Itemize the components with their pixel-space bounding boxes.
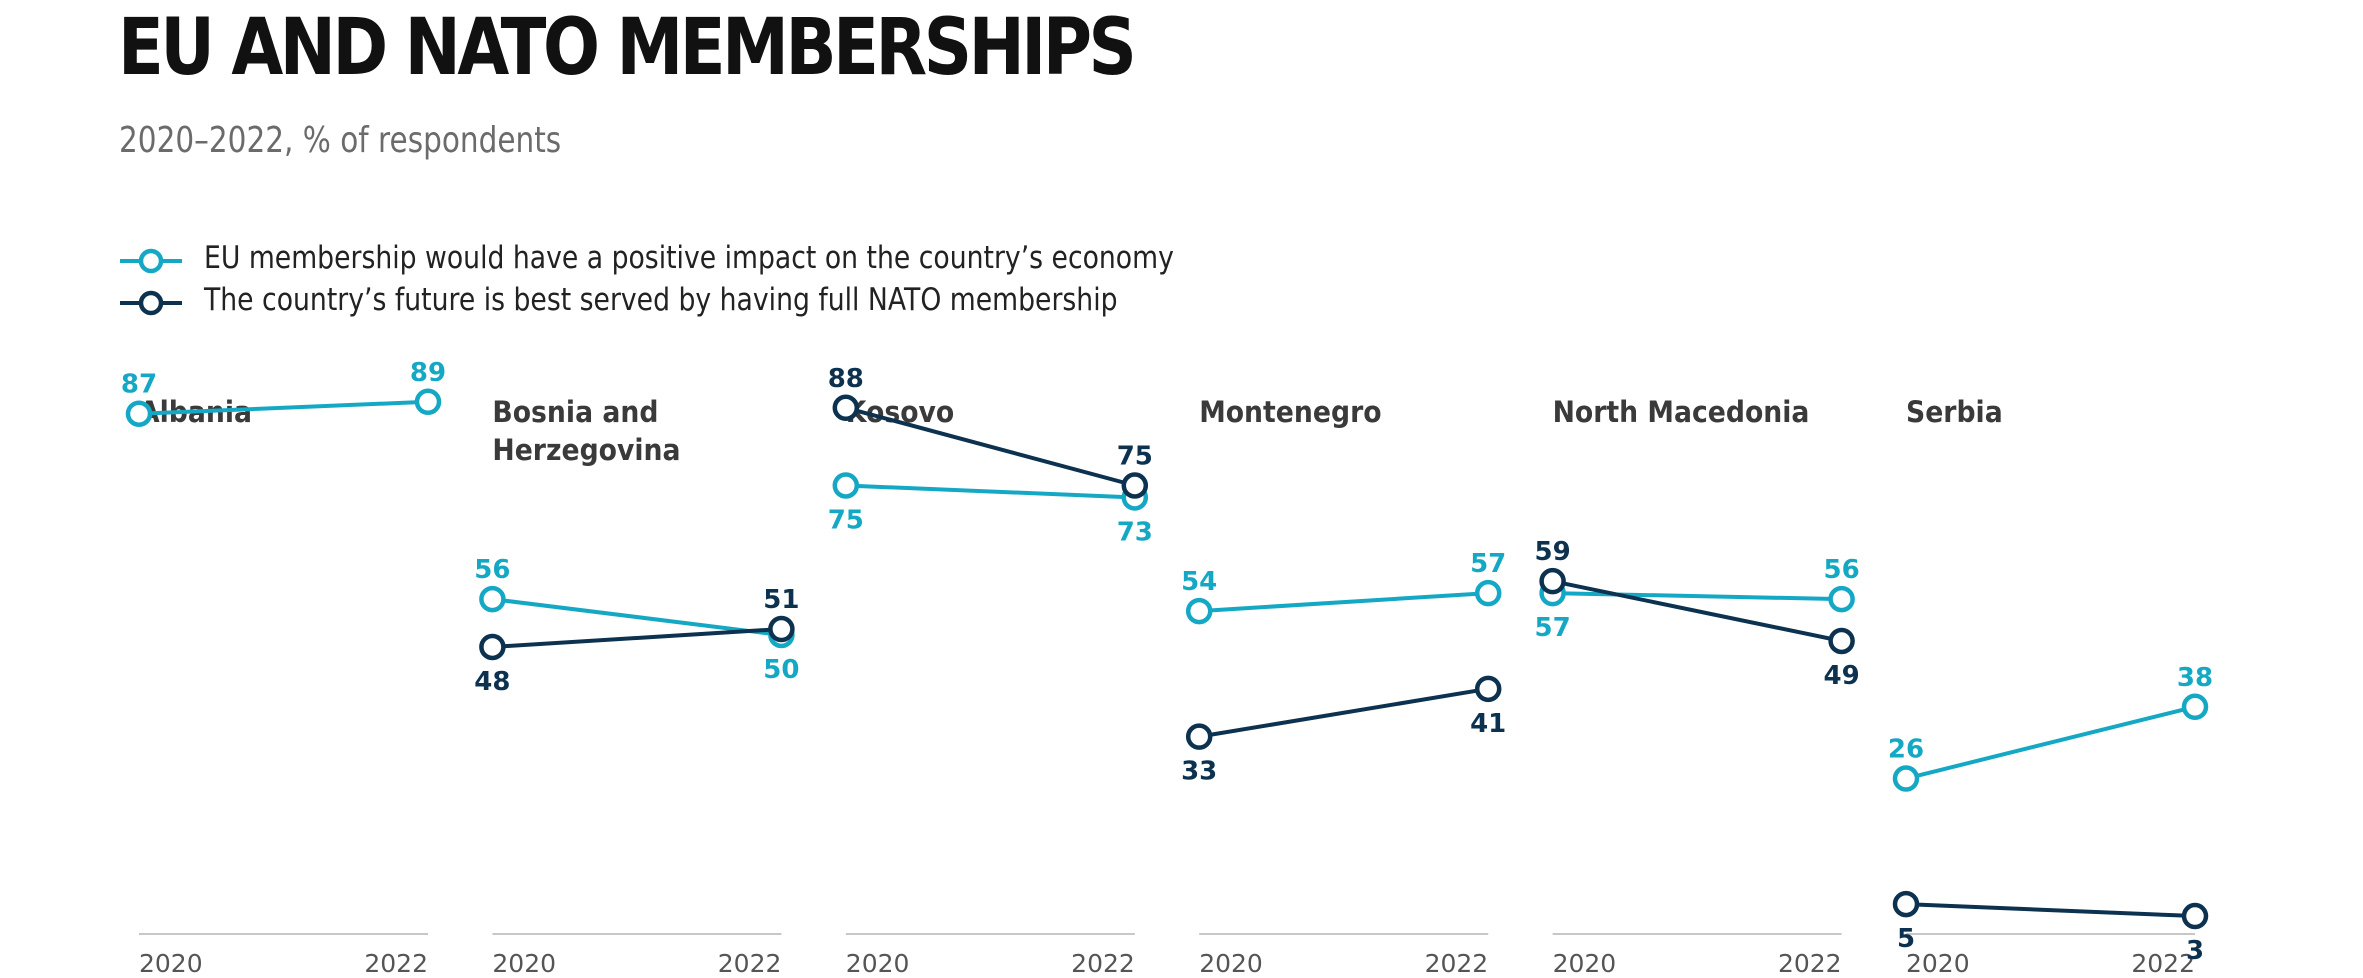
- panel-north-macedonia: North Macedonia 2020 2022 57 56 59 49: [1535, 395, 1860, 978]
- eu-point-2022: [414, 388, 442, 416]
- panel-title: Bosnia and Herzegovina: [492, 395, 680, 467]
- nato-series-line: [1198, 686, 1489, 739]
- eu-series-line: [138, 399, 429, 416]
- x-tick-label: 2020: [846, 949, 910, 978]
- nato-series-line: [1905, 902, 2196, 919]
- nato-data-label: 48: [474, 667, 510, 697]
- eu-data-label: 26: [1888, 735, 1924, 765]
- eu-point-2020: [479, 585, 506, 613]
- eu-data-label: 75: [828, 506, 864, 536]
- nato-data-label: 59: [1535, 537, 1571, 567]
- legend-eu-marker-icon: [120, 248, 182, 274]
- x-tick-label: 2022: [1778, 949, 1842, 978]
- nato-point-2020: [1185, 723, 1213, 750]
- legend-nato-marker-icon: [120, 290, 182, 316]
- panel-title: North Macedonia: [1553, 395, 1810, 429]
- eu-point-2022: [2181, 693, 2209, 721]
- nato-data-label: 88: [828, 364, 864, 394]
- chart-title: EU AND NATO MEMBERSHIPS: [118, 3, 1137, 93]
- nato-series-line: [492, 627, 782, 649]
- eu-point-2020: [125, 400, 153, 427]
- nato-data-label: 51: [763, 585, 799, 615]
- panel-montenegro: Montenegro 2020 2022 54 57 33 41: [1181, 395, 1506, 978]
- legend-label-eu: EU membership would have a positive impa…: [204, 240, 1174, 276]
- eu-series-line: [1552, 591, 1842, 602]
- nato-point-2022: [1828, 627, 1855, 655]
- panel-serbia: Serbia 2020 2022 26 38 5 3: [1888, 395, 2213, 978]
- eu-data-label: 73: [1117, 517, 1153, 547]
- legend-label-nato: The country’s future is best served by h…: [204, 282, 1118, 318]
- nato-series-line: [1552, 579, 1843, 643]
- nato-series-line: [845, 405, 1136, 488]
- eu-data-label: 87: [121, 370, 157, 400]
- x-tick-label: 2022: [2131, 949, 2195, 978]
- eu-point-2022: [1828, 585, 1855, 613]
- nato-data-label: 75: [1117, 442, 1153, 472]
- x-tick-label: 2020: [1199, 949, 1263, 978]
- nato-data-label: 33: [1181, 757, 1217, 787]
- panel-bosnia-and-herzegovina: Bosnia and Herzegovina 2020 2022 56 50 48 51: [474, 395, 799, 978]
- panel-title: Serbia: [1906, 395, 2003, 429]
- eu-data-label: 38: [2177, 663, 2213, 693]
- eu-series-line: [1199, 591, 1489, 614]
- eu-point-2020: [832, 472, 860, 499]
- eu-data-label: 56: [1824, 555, 1860, 585]
- nato-data-label: 49: [1824, 661, 1860, 691]
- x-tick-label: 2020: [139, 949, 203, 978]
- x-tick-label: 2020: [492, 949, 556, 978]
- nato-point-2020: [1539, 567, 1566, 595]
- eu-series-line: [492, 597, 782, 637]
- eu-data-label: 57: [1535, 613, 1571, 643]
- nato-data-label: 3: [2186, 936, 2204, 966]
- nato-point-2022: [1474, 675, 1502, 703]
- x-tick-label: 2020: [1906, 949, 1970, 978]
- x-tick-label: 2022: [718, 949, 782, 978]
- chart-subtitle: 2020–2022, % of respondents: [119, 120, 562, 161]
- nato-data-label: 41: [1470, 709, 1506, 739]
- eu-data-label: 57: [1470, 549, 1506, 579]
- eu-point-2022: [1474, 579, 1502, 607]
- eu-point-2020: [1892, 765, 1920, 792]
- x-tick-label: 2020: [1553, 949, 1617, 978]
- nato-point-2022: [1121, 472, 1149, 499]
- eu-data-label: 56: [474, 555, 510, 585]
- eu-data-label: 54: [1181, 567, 1217, 597]
- nato-point-2020: [1892, 890, 1920, 918]
- x-tick-label: 2022: [1071, 949, 1135, 978]
- eu-data-label: 50: [763, 655, 799, 685]
- eu-series-line: [1905, 704, 2196, 781]
- nato-point-2022: [768, 615, 795, 643]
- nato-data-label: 5: [1897, 924, 1915, 954]
- nato-point-2020: [479, 633, 506, 661]
- nato-point-2020: [832, 394, 860, 422]
- x-tick-label: 2022: [1425, 949, 1489, 978]
- eu-point-2020: [1185, 597, 1213, 625]
- eu-series-line: [845, 483, 1135, 500]
- x-tick-label: 2022: [364, 949, 428, 978]
- nato-point-2022: [2181, 902, 2209, 930]
- panel-title: Montenegro: [1199, 395, 1381, 429]
- eu-data-label: 89: [410, 358, 446, 388]
